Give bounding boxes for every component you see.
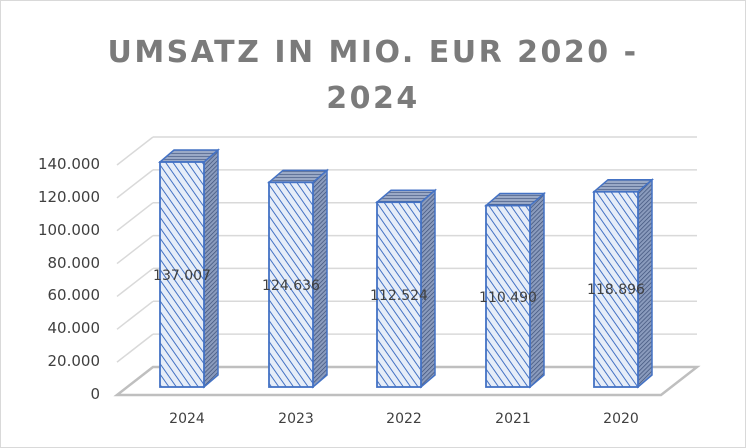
y-tick-label: 0: [90, 385, 100, 403]
gridline-side: [116, 267, 154, 298]
x-tick-label: 2021: [495, 411, 531, 427]
bar-2020: [591, 178, 655, 389]
bars: [157, 148, 655, 389]
data-label: 112.524: [370, 288, 428, 304]
gridline-side: [116, 300, 154, 330]
chart-title-line-2: 2024: [326, 81, 420, 116]
y-tick-label: 100.000: [37, 220, 100, 239]
data-label: 110.490: [479, 290, 537, 306]
data-label: 124.636: [262, 278, 320, 294]
y-tick-label: 40.000: [47, 319, 101, 338]
chart-title-line-1: UMSATZ IN MIO. EUR 2020 -: [107, 35, 639, 70]
gridline-side: [116, 333, 154, 363]
x-tick-label: 2022: [386, 411, 422, 427]
y-tick-label: 20.000: [47, 352, 101, 371]
bar-2024: [157, 148, 221, 389]
y-tick-label: 140.000: [37, 155, 100, 173]
bar-2021: [483, 191, 547, 389]
bar-2022: [374, 188, 438, 389]
chart-title: UMSATZ IN MIO. EUR 2020 - 2024: [0, 30, 746, 122]
bar-2023: [266, 168, 330, 389]
gridline-side: [116, 234, 154, 265]
data-label: 118.896: [587, 282, 645, 298]
y-tick-label: 80.000: [47, 253, 101, 272]
y-tick-label: 60.000: [47, 286, 101, 305]
gridline-side: [116, 169, 154, 199]
x-tick-label: 2020: [603, 411, 639, 427]
gridline-side: [116, 202, 154, 232]
data-label: 137.007: [153, 268, 211, 284]
gridline-side: [116, 136, 154, 166]
x-tick-label: 2024: [169, 411, 205, 427]
x-tick-label: 2023: [278, 411, 314, 427]
y-tick-label: 120.000: [37, 187, 100, 206]
